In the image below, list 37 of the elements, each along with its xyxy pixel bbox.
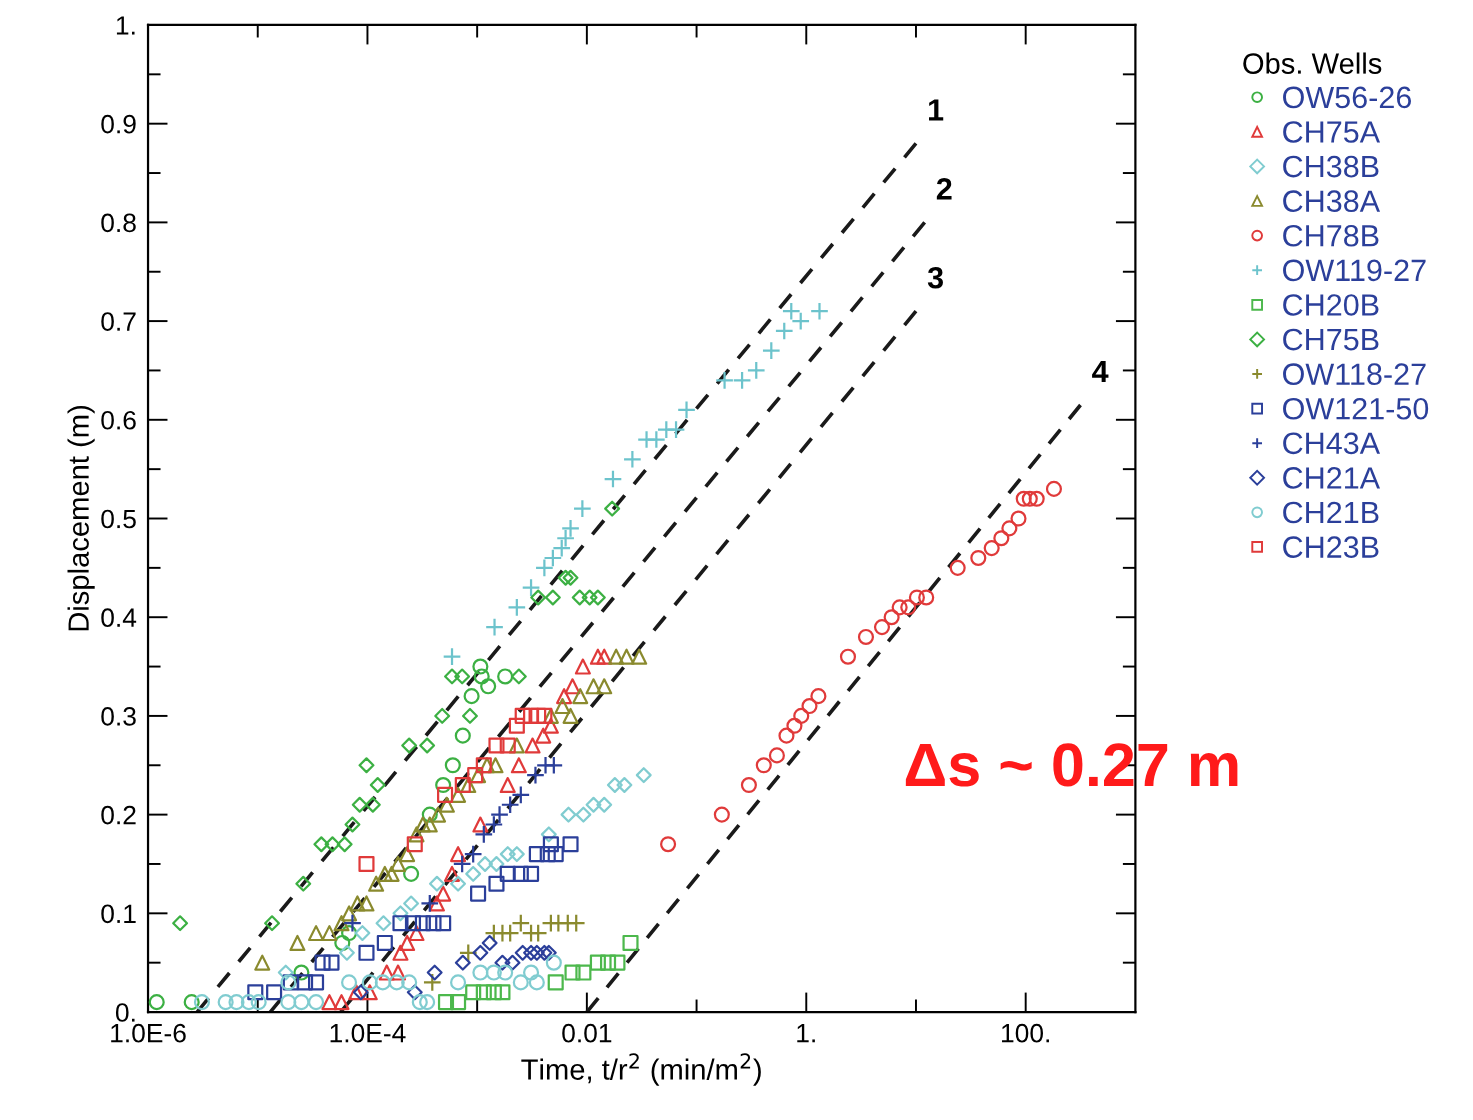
x-tick-label: 1.0E-6	[111, 1023, 186, 1043]
y-tick-label: 0.1	[101, 904, 136, 924]
x-tick-label: 0.01	[562, 1023, 612, 1043]
legend-label: CH38B	[1283, 155, 1379, 178]
legend-label: CH20B	[1283, 294, 1379, 316]
legend-label: CH75A	[1283, 121, 1381, 143]
x-tick-label: 1.	[797, 1024, 815, 1043]
y-tick-label: 0.8	[101, 213, 136, 233]
legend-title: Obs. Wells	[1243, 52, 1382, 74]
y-tick-label: 0.	[115, 1003, 135, 1022]
y-tick-label: 0.4	[101, 608, 137, 628]
y-tick-label: 1.	[116, 16, 135, 35]
legend-label: CH21A	[1283, 467, 1381, 489]
y-tick-label: 0.2	[101, 805, 136, 825]
legend-label: CH43A	[1283, 432, 1381, 455]
legend-label: CH75B	[1283, 328, 1379, 351]
y-tick-label: 0.6	[101, 410, 136, 430]
y-axis-title: Displacement (m)	[67, 406, 95, 631]
annotation: 4	[1092, 360, 1109, 382]
legend-label: OW119-27	[1283, 259, 1426, 282]
legend-label: CH21B	[1283, 501, 1379, 524]
annotation: 1	[929, 99, 944, 121]
y-tick-label: 0.5	[101, 509, 136, 529]
annotation: 3	[927, 266, 943, 289]
y-tick-label: 0.7	[101, 312, 136, 331]
legend-label: OW121-50	[1283, 397, 1429, 420]
legend-label: CH38A	[1283, 190, 1381, 212]
annotation: 2	[936, 178, 952, 200]
x-tick-label: 100.	[1002, 1023, 1049, 1043]
legend-label: OW56-26	[1283, 86, 1412, 109]
legend-label: CH78B	[1283, 224, 1379, 247]
x-tick-label: 1.0E-4	[330, 1023, 406, 1043]
x-axis-title: Time, t/r$^{2}$ (min/m$^{2}$)	[521, 1053, 761, 1086]
legend-label: OW118-27	[1283, 363, 1426, 385]
y-tick-label: 0.9	[101, 114, 136, 134]
legend-label: CH23B	[1283, 536, 1379, 558]
y-tick-label: 0.3	[101, 707, 136, 726]
